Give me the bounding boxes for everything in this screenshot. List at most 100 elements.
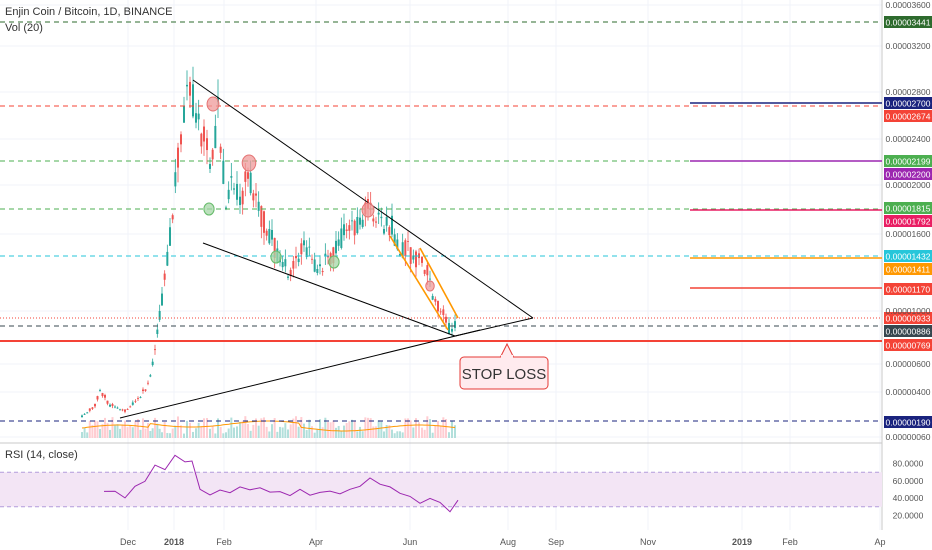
- price-level-tag: [884, 97, 932, 109]
- volume-bar: [230, 417, 233, 438]
- candle-body: [399, 253, 401, 256]
- candle-body: [83, 413, 86, 415]
- candle-body: [391, 215, 393, 235]
- candle-body: [104, 395, 106, 398]
- volume-bars: [81, 416, 456, 438]
- volume-bar: [404, 418, 407, 438]
- candle-body: [292, 260, 295, 269]
- volume-bar: [166, 432, 169, 438]
- highlight-circle: [241, 154, 257, 172]
- volume-bar: [332, 420, 335, 438]
- volume-bar: [96, 421, 99, 438]
- volume-bar: [393, 433, 396, 438]
- candle-body: [324, 253, 327, 256]
- volume-bar: [375, 426, 377, 438]
- volume-bar: [183, 433, 185, 438]
- candle-body: [244, 171, 247, 182]
- volume-bar: [189, 422, 191, 438]
- volume-bar: [206, 417, 208, 438]
- candle-body: [404, 240, 407, 257]
- volume-bar: [114, 425, 116, 438]
- candle-body: [183, 105, 185, 123]
- candle-body: [321, 271, 324, 273]
- candle-body: [442, 309, 445, 316]
- volume-bar: [265, 426, 268, 438]
- volume-bar: [321, 427, 324, 438]
- candle-body: [337, 239, 340, 246]
- candle-body: [236, 183, 238, 200]
- wedge-upper-line: [192, 79, 534, 319]
- highlight-circle: [206, 96, 220, 112]
- volume-bar: [131, 427, 134, 438]
- candle-body: [431, 295, 434, 300]
- candle-body: [351, 220, 353, 222]
- price-tick-label: 0.00003600: [886, 0, 931, 10]
- candle-body: [268, 228, 271, 244]
- price-level-tag: [884, 263, 932, 275]
- volume-bar: [99, 428, 101, 438]
- candle-body: [180, 134, 182, 145]
- volume-bar: [412, 427, 415, 438]
- candle-body: [131, 402, 134, 405]
- candle-body: [86, 412, 89, 414]
- candle-body: [189, 81, 191, 96]
- candle-body: [230, 176, 233, 178]
- price-tick-label: 0.00002000: [886, 180, 931, 190]
- candle-body: [311, 258, 313, 260]
- price-level-tag: [884, 155, 932, 167]
- candle-body: [233, 188, 235, 190]
- volume-bar: [448, 432, 450, 438]
- candle-body: [313, 259, 316, 272]
- volume-bar: [260, 418, 263, 438]
- candle-body: [144, 389, 147, 391]
- candle-body: [227, 189, 230, 200]
- volume-bar: [385, 424, 388, 438]
- volume-bar: [203, 418, 205, 438]
- price-tick-label: 0.00000400: [886, 387, 931, 397]
- candle-body: [451, 328, 453, 332]
- volume-bar: [94, 420, 96, 438]
- candle-body: [281, 261, 284, 268]
- volume-bar: [421, 427, 423, 438]
- volume-bar: [324, 417, 327, 438]
- volume-bar: [372, 426, 375, 438]
- candle-body: [345, 229, 348, 231]
- rsi-tick-label: 20.0000: [893, 510, 924, 520]
- volume-bar: [388, 425, 391, 438]
- candle-body: [121, 409, 124, 411]
- volume-bar: [144, 428, 147, 438]
- volume-bar: [271, 424, 273, 438]
- volume-bar: [451, 420, 453, 438]
- time-tick-label: Nov: [640, 537, 657, 547]
- candle-body: [271, 229, 273, 240]
- price-level-label: 0.00002700: [886, 99, 931, 109]
- price-level-label: 0.00002200: [886, 170, 931, 180]
- volume-bar: [335, 427, 337, 438]
- candle-body: [111, 404, 114, 406]
- volume-bar: [295, 416, 297, 438]
- price-tick-label: 0.00002400: [886, 134, 931, 144]
- volume-bar: [415, 418, 417, 438]
- time-tick-label: 2018: [164, 537, 184, 547]
- volume-bar: [151, 428, 154, 438]
- candle-body: [81, 415, 83, 418]
- volume-bar: [377, 420, 380, 438]
- volume-bar: [225, 432, 227, 438]
- volume-bar: [139, 429, 142, 438]
- price-level-label: 0.00000886: [886, 327, 931, 337]
- candle-body: [343, 224, 345, 236]
- candle-body: [393, 234, 396, 246]
- volume-bar: [426, 416, 429, 438]
- candle-body: [247, 172, 249, 179]
- volume-bar: [214, 433, 217, 438]
- price-level-label: 0.00001815: [886, 204, 931, 214]
- candle-body: [448, 323, 450, 335]
- volume-bar: [281, 427, 284, 438]
- volume-bar: [116, 424, 119, 438]
- candle-body: [380, 216, 383, 219]
- main-pane-bg: [0, 0, 882, 440]
- candle-body: [200, 133, 203, 147]
- candle-body: [353, 220, 356, 236]
- volume-bar: [83, 427, 86, 438]
- volume-bar: [445, 419, 447, 438]
